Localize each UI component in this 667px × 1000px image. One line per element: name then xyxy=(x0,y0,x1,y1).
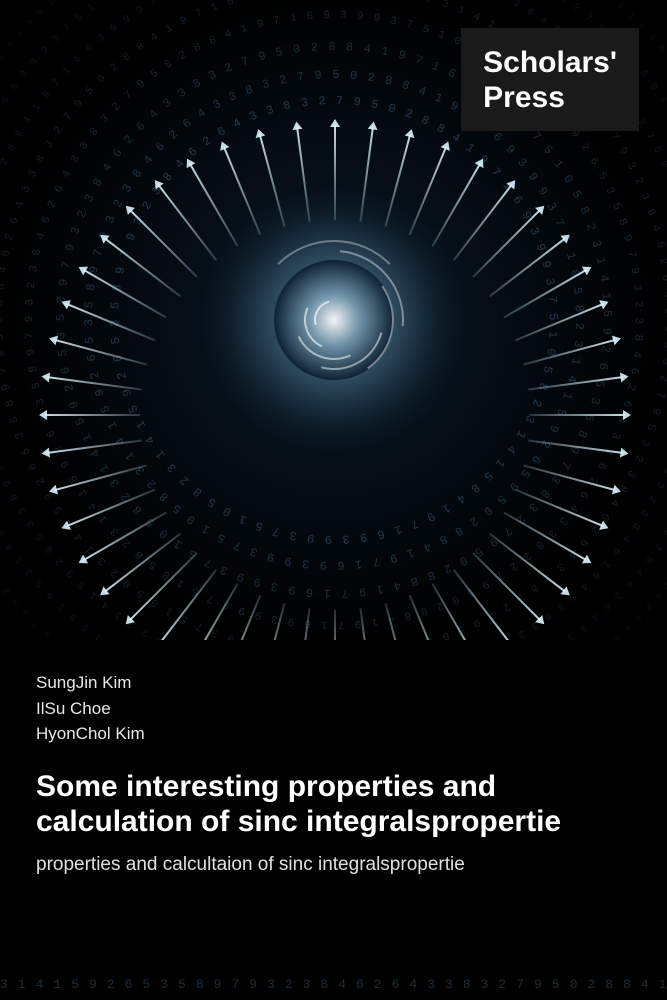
publisher-badge: Scholars' Press xyxy=(461,28,639,131)
book-subtitle: properties and calcultaion of sinc integ… xyxy=(36,853,631,878)
author-name: SungJin Kim xyxy=(36,670,631,696)
publisher-line1: Scholars' xyxy=(483,46,617,81)
publisher-line2: Press xyxy=(483,81,617,116)
author-name: IlSu Choe xyxy=(36,696,631,722)
inner-swirl xyxy=(264,250,404,390)
authors-list: SungJin Kim IlSu Choe HyonChol Kim xyxy=(36,670,631,747)
text-block: SungJin Kim IlSu Choe HyonChol Kim Some … xyxy=(0,640,667,1000)
decorative-digits: 3141592653589793238462643383279502884197… xyxy=(0,977,667,992)
author-name: HyonChol Kim xyxy=(36,721,631,747)
book-title: Some interesting properties and calculat… xyxy=(36,769,631,840)
